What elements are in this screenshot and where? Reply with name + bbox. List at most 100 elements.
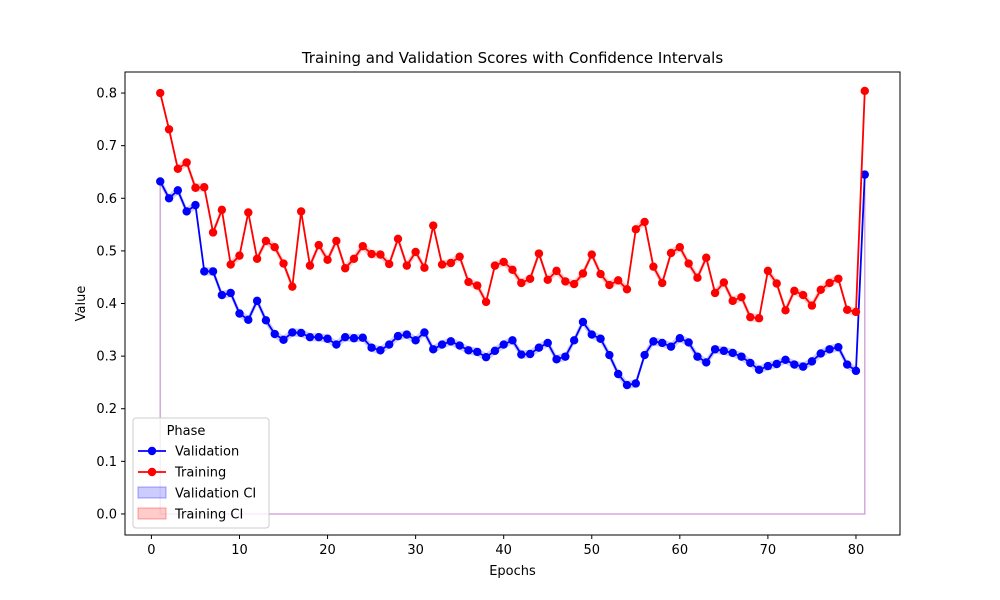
validation-point bbox=[631, 379, 640, 388]
training-point bbox=[578, 269, 588, 278]
training-point bbox=[200, 183, 209, 192]
validation-point bbox=[226, 288, 235, 298]
y-tick-label: 0.0 bbox=[96, 507, 117, 522]
training-point bbox=[429, 221, 438, 230]
validation-point bbox=[473, 347, 482, 357]
legend-marker-patch bbox=[137, 507, 167, 520]
training-point bbox=[340, 264, 350, 273]
training-point bbox=[437, 260, 447, 269]
training-point bbox=[464, 277, 473, 287]
validation-point bbox=[446, 337, 456, 346]
legend-marker-point bbox=[147, 467, 157, 477]
validation-point bbox=[244, 315, 253, 325]
training-point bbox=[728, 296, 737, 306]
training-point bbox=[164, 125, 174, 134]
training-point bbox=[552, 266, 561, 276]
training-point bbox=[173, 164, 183, 174]
validation-point bbox=[376, 346, 385, 355]
chart-title: Training and Validation Scores with Conf… bbox=[301, 49, 724, 67]
validation-point bbox=[781, 355, 790, 364]
training-point bbox=[816, 285, 825, 295]
training-point bbox=[781, 306, 790, 315]
validation-point bbox=[191, 200, 200, 210]
ticks-layer: 0 10 20 30 40 50 60 70 80 0.0 0.1 0.2 0.3 0.4 0.5 0.6 0.… bbox=[96, 87, 864, 558]
training-point bbox=[534, 249, 544, 258]
validation-point bbox=[402, 330, 412, 339]
validation-point bbox=[737, 352, 746, 361]
training-point bbox=[473, 281, 482, 290]
validation-point bbox=[842, 360, 852, 369]
training-point bbox=[191, 183, 200, 192]
x-tick-label: 10 bbox=[231, 543, 248, 558]
legend-entry-label: Validation CI bbox=[175, 487, 256, 502]
validation-point bbox=[596, 334, 605, 343]
validation-point bbox=[613, 369, 623, 379]
validation-point bbox=[332, 340, 341, 349]
legend-box bbox=[132, 417, 270, 529]
training-point bbox=[684, 259, 693, 268]
validation-point bbox=[710, 345, 720, 354]
training-point bbox=[208, 228, 218, 237]
validation-point bbox=[393, 331, 403, 341]
training-point bbox=[508, 265, 517, 275]
training-point bbox=[763, 266, 773, 276]
training-point bbox=[270, 243, 279, 252]
validation-point bbox=[640, 350, 649, 360]
training-point bbox=[490, 261, 500, 270]
training-point bbox=[851, 307, 861, 317]
training-point bbox=[640, 217, 649, 227]
training-point bbox=[349, 254, 359, 263]
ci-baseline-artifact bbox=[159, 174, 866, 515]
validation-point bbox=[825, 345, 834, 354]
validation-point bbox=[411, 336, 420, 345]
training-point bbox=[305, 261, 315, 270]
validation-point bbox=[340, 332, 350, 342]
x-tick-label: 30 bbox=[407, 543, 424, 558]
y-tick-label: 0.6 bbox=[96, 192, 117, 207]
x-tick-label: 40 bbox=[495, 543, 512, 558]
legend-title: Phase bbox=[167, 424, 206, 439]
validation-point bbox=[200, 267, 209, 276]
training-point bbox=[376, 250, 385, 259]
validation-point bbox=[252, 296, 262, 306]
validation-point bbox=[754, 365, 764, 374]
y-tick-label: 0.7 bbox=[96, 139, 117, 154]
validation-point bbox=[728, 348, 737, 358]
training-point bbox=[798, 290, 808, 300]
validation-point bbox=[569, 336, 579, 345]
training-point bbox=[525, 274, 535, 283]
validation-point bbox=[296, 328, 306, 338]
x-axis-label: Epochs bbox=[489, 564, 536, 579]
training-point bbox=[499, 257, 508, 267]
y-axis-label: Value bbox=[74, 286, 89, 322]
validation-point bbox=[182, 207, 191, 216]
legend-marker-point bbox=[147, 446, 157, 456]
validation-point bbox=[314, 332, 323, 342]
training-point bbox=[754, 314, 764, 323]
training-point bbox=[860, 86, 869, 96]
validation-point bbox=[605, 350, 614, 360]
validation-point bbox=[587, 330, 596, 339]
y-tick-label: 0.2 bbox=[96, 402, 117, 417]
legend-entry-label: Validation bbox=[175, 445, 239, 460]
validation-point bbox=[270, 329, 279, 339]
training-point bbox=[385, 259, 394, 269]
training-point bbox=[455, 252, 464, 261]
validation-point bbox=[798, 362, 808, 371]
x-tick-label: 70 bbox=[760, 543, 777, 558]
validation-point bbox=[816, 349, 825, 358]
validation-point bbox=[684, 338, 693, 347]
validation-point bbox=[561, 352, 570, 361]
training-point bbox=[156, 88, 165, 98]
training-point bbox=[367, 249, 376, 259]
training-point bbox=[834, 274, 843, 283]
validation-point bbox=[156, 177, 165, 186]
training-point bbox=[235, 251, 244, 260]
y-tick-label: 0.1 bbox=[96, 455, 117, 470]
validation-point bbox=[217, 290, 227, 300]
validation-point bbox=[658, 338, 667, 348]
validation-point bbox=[490, 346, 500, 356]
training-point bbox=[402, 261, 412, 270]
validation-point bbox=[481, 352, 491, 362]
